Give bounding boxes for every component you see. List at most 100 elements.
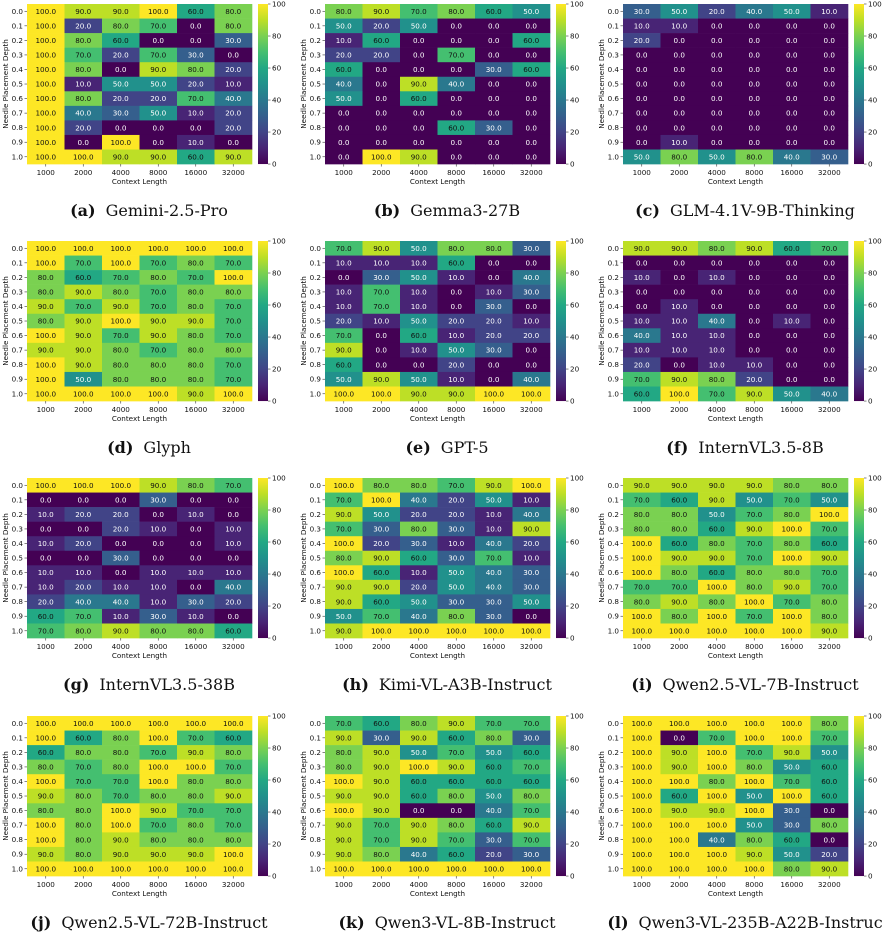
heatmap-cell xyxy=(400,255,438,271)
y-tick-label: 0.2 xyxy=(12,36,23,45)
cell-value-label: 90.0 xyxy=(671,763,687,772)
cell-value-label: 90.0 xyxy=(150,806,166,815)
y-axis-label: Needle Placement Depth xyxy=(1,276,10,366)
heatmap-cell xyxy=(214,594,253,610)
cell-value-label: 70.0 xyxy=(75,51,91,60)
heatmap-cell xyxy=(475,832,513,848)
cell-value-label: 80.0 xyxy=(373,481,389,490)
cell-value-label: 60.0 xyxy=(671,792,687,801)
heatmap-cell xyxy=(214,76,253,92)
cell-value-label: 40.0 xyxy=(486,806,502,815)
heatmap-cell xyxy=(810,817,849,833)
cell-value-label: 0.0 xyxy=(376,360,388,369)
heatmap-cell xyxy=(27,861,65,877)
colorbar-tick-label: 60 xyxy=(868,776,878,785)
x-tick-label: 32000 xyxy=(222,168,245,177)
heatmap-cell xyxy=(64,846,103,862)
y-tick-label: 0.9 xyxy=(310,375,322,384)
cell-value-label: 0.0 xyxy=(636,138,648,147)
heatmap-cell xyxy=(177,33,215,48)
cell-value-label: 100.0 xyxy=(483,626,504,635)
heatmap-cell xyxy=(27,342,65,358)
cell-value-label: 90.0 xyxy=(448,389,464,398)
heatmap-cell xyxy=(437,255,476,271)
cell-value-label: 100.0 xyxy=(631,821,652,830)
heatmap-svg: 70.0 60.0 80.0 90.0 70.0 70.090.0 30.0 90.0 60.0… xyxy=(299,712,584,898)
cell-value-label: 0.0 xyxy=(228,138,240,147)
colorbar xyxy=(854,4,864,165)
x-tick-label: 4000 xyxy=(112,405,131,414)
cell-value-label: 10.0 xyxy=(38,510,54,519)
cell-value-label: 20.0 xyxy=(746,375,762,384)
cell-value-label: 30.0 xyxy=(150,495,166,504)
heatmap-cell xyxy=(437,623,476,639)
cell-value-label: 0.0 xyxy=(786,302,798,311)
y-tick-label: 0.6 xyxy=(310,94,322,103)
heatmap-cell xyxy=(735,33,774,48)
cell-value-label: 50.0 xyxy=(784,850,800,859)
cell-value-label: 80.0 xyxy=(336,748,352,757)
heatmap-cell xyxy=(362,846,401,862)
cell-value-label: 60.0 xyxy=(373,36,389,45)
heatmap-cell xyxy=(773,134,811,150)
cell-value-label: 0.0 xyxy=(190,539,202,548)
cell-value-label: 0.0 xyxy=(153,36,165,45)
heatmap-cell xyxy=(660,716,699,731)
cell-value-label: 0.0 xyxy=(674,288,686,297)
heatmap-cell xyxy=(64,507,103,522)
cell-value-label: 100.0 xyxy=(148,7,169,16)
heatmap-cell xyxy=(177,478,215,493)
cell-value-label: 20.0 xyxy=(486,317,502,326)
cell-value-label: 0.0 xyxy=(526,21,538,30)
cell-value-label: 0.0 xyxy=(786,36,798,45)
cell-value-label: 60.0 xyxy=(373,568,389,577)
cell-value-label: 0.0 xyxy=(786,123,798,132)
heatmap-cell xyxy=(660,270,699,285)
colorbar-tick-label: 80 xyxy=(868,744,878,753)
heatmap-cell xyxy=(64,105,103,121)
x-tick-label: 16000 xyxy=(184,168,207,177)
cell-value-label: 10.0 xyxy=(671,138,687,147)
heatmap-panel: 100.0 80.0 80.0 70.0 90.0 100.0 70.0 100.0 40.0 2… xyxy=(298,474,596,710)
heatmap-cell xyxy=(139,328,178,344)
heatmap-cell xyxy=(64,594,103,610)
cell-value-label: 10.0 xyxy=(113,612,129,621)
cell-value-label: 10.0 xyxy=(709,331,725,340)
cell-value-label: 10.0 xyxy=(411,346,427,355)
y-tick-label: 1.0 xyxy=(608,152,620,161)
cell-value-label: 0.0 xyxy=(749,258,761,267)
heatmap-cell xyxy=(177,328,215,344)
x-tick-label: 4000 xyxy=(112,168,131,177)
cell-value-label: 80.0 xyxy=(113,21,129,30)
colorbar-tick-label: 100 xyxy=(570,0,584,9)
cell-value-label: 100.0 xyxy=(781,792,802,801)
cell-value-label: 70.0 xyxy=(75,612,91,621)
cell-value-label: 100.0 xyxy=(744,777,765,786)
cell-value-label: 80.0 xyxy=(821,597,837,606)
heatmap-cell xyxy=(362,803,401,819)
heatmap-cell xyxy=(400,149,438,165)
heatmap-cell xyxy=(773,371,811,387)
cell-value-label: 100.0 xyxy=(706,850,727,859)
heatmap-cell xyxy=(325,386,363,402)
cell-value-label: 50.0 xyxy=(448,568,464,577)
cell-value-label: 30.0 xyxy=(373,733,389,742)
heatmap-cell xyxy=(362,507,401,522)
heatmap-cell xyxy=(735,76,774,92)
cell-value-label: 0.0 xyxy=(78,554,90,563)
cell-value-label: 50.0 xyxy=(486,495,502,504)
cell-value-label: 90.0 xyxy=(709,554,725,563)
x-axis-label: Context Length xyxy=(112,889,167,898)
y-tick-label: 0.0 xyxy=(608,7,620,16)
heatmap-cell xyxy=(773,861,811,877)
cell-value-label: 70.0 xyxy=(746,748,762,757)
cell-value-label: 20.0 xyxy=(411,510,427,519)
heatmap-cell xyxy=(102,579,140,595)
colorbar-tick-label: 40 xyxy=(272,808,282,817)
heatmap-cell xyxy=(325,299,363,315)
heatmap-cell xyxy=(362,149,401,165)
x-tick-label: 2000 xyxy=(74,168,93,177)
heatmap-cell xyxy=(735,803,774,819)
cell-value-label: 70.0 xyxy=(225,331,241,340)
cell-value-label: 70.0 xyxy=(150,821,166,830)
